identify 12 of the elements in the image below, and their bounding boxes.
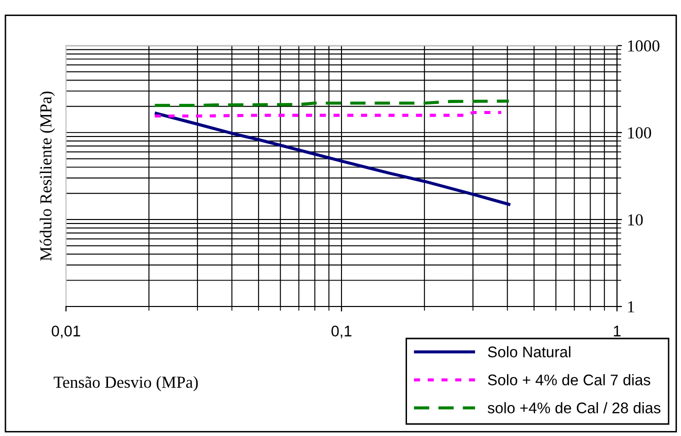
- y-tick-label: 1: [628, 301, 634, 312]
- legend-label: Solo + 4% de Cal 7 dias: [488, 374, 650, 386]
- x-tick-label: 0,01: [52, 326, 80, 338]
- x-tick-label: 0,1: [331, 326, 352, 338]
- y-tick-label: 100: [628, 127, 652, 139]
- y-tick-label: 1000: [628, 40, 660, 52]
- legend-label: Solo Natural: [488, 346, 570, 358]
- y-axis-title: Módulo Resiliente (MPa): [40, 92, 55, 261]
- y-tick-label: 10: [628, 214, 643, 226]
- x-tick-label: 1: [614, 326, 621, 336]
- legend-label: solo +4% de Cal / 28 dias: [488, 402, 660, 414]
- x-axis-title: Tensão Desvio (MPa): [54, 376, 198, 392]
